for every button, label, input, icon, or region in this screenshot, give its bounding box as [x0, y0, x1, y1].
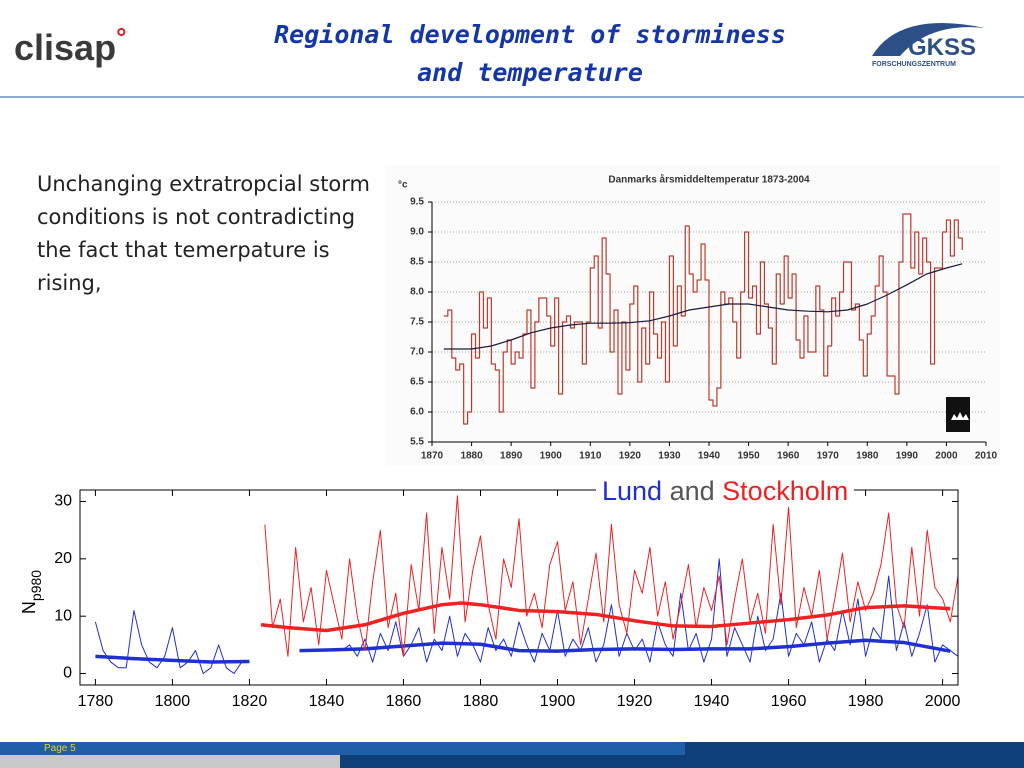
plot-frame	[79, 489, 959, 686]
x-tick-label: 1780	[78, 693, 114, 710]
y-tick-label: 9.5	[410, 197, 424, 208]
y-tick-label: 7.5	[410, 317, 424, 328]
series-line	[443, 213, 963, 425]
x-tick-label: 1990	[896, 451, 919, 462]
footer-strip-dark	[340, 755, 1024, 768]
x-tick-label: 1900	[540, 451, 563, 462]
footer-bar	[0, 742, 685, 755]
x-tick-label: 1920	[619, 451, 642, 462]
chart1-background	[385, 165, 1000, 465]
y-tick-label: 9.0	[410, 227, 424, 238]
x-tick-label: 2000	[935, 451, 958, 462]
x-tick-label: 1800	[155, 693, 191, 710]
y-tick-label: 6.0	[410, 407, 424, 418]
x-tick-label: 1820	[232, 693, 268, 710]
y-tick-label: 5.5	[410, 437, 424, 448]
x-tick-label: 1880	[460, 451, 483, 462]
page-number: Page 5	[44, 743, 76, 754]
x-tick-label: 1980	[848, 693, 884, 710]
y-tick-label: 0	[63, 665, 72, 682]
x-tick-label: 1860	[386, 693, 422, 710]
logo-right-subtitle: FORSCHUNGSZENTRUM	[872, 61, 956, 68]
x-tick-label: 1960	[777, 451, 800, 462]
body-text: Unchanging extratropcial storm condition…	[37, 172, 370, 295]
y-tick-label: 8.5	[410, 257, 424, 268]
x-tick-label: 1920	[617, 693, 653, 710]
y-axis-unit: °c	[398, 180, 408, 191]
title-line: and temperature	[417, 58, 643, 87]
x-tick-label: 1940	[694, 693, 730, 710]
y-tick-label: 8.0	[410, 287, 424, 298]
x-tick-label: 1930	[658, 451, 681, 462]
y-tick-label: 7.0	[410, 347, 424, 358]
logo-right-arc	[872, 22, 985, 56]
chart2: 0 10 20 30 1780 1800 1820 1840 1860 1880 1900 1920 1…	[54, 489, 961, 710]
logo-left-mark: °	[116, 22, 126, 52]
series-line	[443, 263, 963, 350]
x-tick-label: 1940	[698, 451, 721, 462]
legend: Lund and Stockholm	[596, 476, 855, 507]
y-tick-label: 6.5	[410, 377, 424, 388]
logo-left: clisap°	[14, 22, 126, 68]
crown-icon	[951, 412, 969, 420]
x-tick-label: 2010	[975, 451, 998, 462]
x-tick-label: 1910	[579, 451, 602, 462]
legend-entry: Lund	[602, 476, 663, 506]
y-tick-label: 10	[54, 607, 72, 624]
footer-bar-dark	[685, 742, 1024, 755]
legend-entry: Stockholm	[722, 476, 849, 506]
x-tick-label: 2000	[925, 693, 961, 710]
title-line: Regional development of storminess	[274, 20, 786, 49]
logo-right-name: GKSS	[908, 34, 976, 61]
x-tick-label: 1960	[771, 693, 807, 710]
chart1: Danmarks årsmiddeltemperatur 1873-2004 °c…	[398, 174, 998, 462]
logo-left-name: clisap	[14, 27, 116, 68]
x-tick-label: 1870	[421, 451, 444, 462]
series-line	[95, 638, 951, 664]
crown-badge	[946, 397, 970, 432]
series-line	[264, 495, 959, 657]
x-tick-label: 1950	[737, 451, 760, 462]
x-tick-label: 1890	[500, 451, 523, 462]
x-tick-label: 1970	[817, 451, 840, 462]
y-tick-label: 30	[54, 493, 72, 510]
x-tick-label: 1980	[856, 451, 879, 462]
chart-title: Danmarks årsmiddeltemperatur 1873-2004	[608, 174, 810, 186]
y-tick-label: 20	[54, 550, 72, 567]
footer-strip	[0, 755, 340, 768]
x-tick-label: 1840	[309, 693, 345, 710]
title: Regional development of storminess and te…	[200, 16, 860, 92]
ylabel-sub: p980	[28, 570, 44, 601]
x-tick-label: 1900	[540, 693, 576, 710]
ylabel-main: N	[19, 601, 39, 614]
series-line	[260, 601, 951, 633]
chart2-ylabel: Np980	[19, 570, 44, 614]
legend-joiner: and	[669, 476, 715, 506]
x-tick-label: 1880	[463, 693, 499, 710]
